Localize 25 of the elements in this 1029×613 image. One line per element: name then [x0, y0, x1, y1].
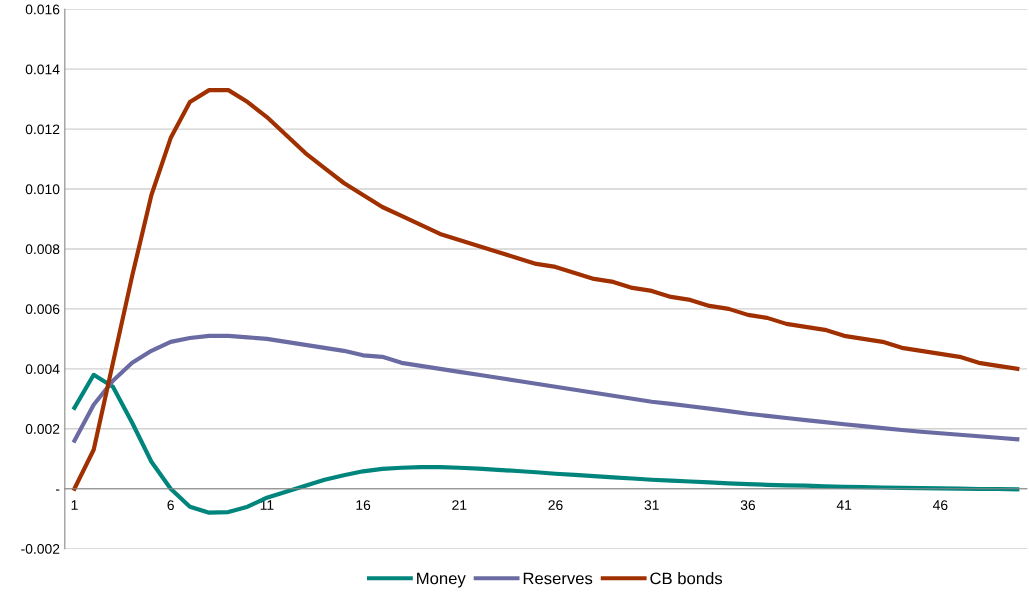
y-tick-label: 0.012 [25, 124, 60, 135]
x-tick-label: 1 [71, 500, 78, 510]
x-tick-label: 6 [167, 500, 174, 511]
x-tick-label: 41 [836, 500, 852, 510]
legend-label: Reserves [523, 572, 593, 585]
legend-label: Money [417, 572, 466, 588]
x-tick-label: 26 [548, 500, 563, 511]
y-tick-label: 0.006 [25, 304, 60, 315]
y-tick-label: 0.004 [25, 364, 60, 374]
line-series [72, 333, 1020, 443]
line-series [72, 88, 1020, 491]
line-series [72, 372, 1020, 515]
y-tick-label: -0.002 [21, 543, 60, 554]
x-tick-label: 21 [452, 500, 467, 510]
y-tick-label: 0.008 [25, 244, 60, 255]
y-tick-label: 0.016 [25, 4, 60, 15]
y-tick-label: - [55, 489, 60, 491]
legend-label: CB bonds [650, 572, 723, 585]
y-tick-label: 0.010 [25, 184, 60, 195]
x-tick-label: 36 [740, 500, 756, 511]
x-tick-label: 16 [356, 500, 371, 511]
y-tick-label: 0.002 [25, 424, 60, 434]
y-tick-label: 0.014 [25, 64, 60, 75]
x-tick-label: 31 [644, 500, 659, 511]
x-tick-label: 46 [932, 500, 948, 511]
